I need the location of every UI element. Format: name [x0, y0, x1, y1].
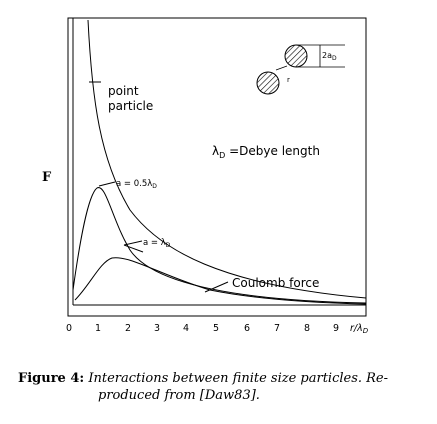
- x-unit-sub: D: [363, 327, 369, 335]
- curve-half-label-sub: D: [152, 183, 157, 190]
- svg-text:a = λD: a = λD: [143, 238, 171, 249]
- svg-text:2aD: 2aD: [322, 51, 337, 62]
- curve-half-debye: [72, 187, 367, 304]
- coulomb-force-label: Coulomb force: [232, 276, 319, 290]
- x-tick-3: 3: [154, 323, 160, 334]
- legend-text: =Debye length: [225, 144, 320, 158]
- svg-text:particle: particle: [108, 99, 153, 113]
- legend-lambda-sub: D: [219, 151, 225, 160]
- curve-one-label: a = λ: [143, 238, 166, 248]
- figure-caption: Figure 4: Interactions between finite si…: [18, 370, 428, 404]
- coulomb-pointer: [204, 281, 229, 293]
- svg-text:a = 0.5λD: a = 0.5λD: [116, 179, 157, 190]
- point-particle-label-2: particle: [108, 99, 153, 113]
- point-particle-curve: [87, 19, 367, 299]
- curve-one-label-sub: D: [166, 242, 171, 249]
- y-axis-label: F: [42, 170, 52, 185]
- inset-label-sub: D: [332, 55, 337, 62]
- svg-text:Coulomb force: Coulomb force: [232, 276, 319, 290]
- caption-number: Figure 4:: [18, 371, 85, 386]
- curve-one-debye: [74, 257, 367, 305]
- plot-frame: [67, 17, 367, 317]
- x-tick-2: 2: [125, 323, 131, 334]
- curve-half-label: a = 0.5λ: [116, 179, 152, 189]
- legend-lambda: λ: [212, 144, 219, 158]
- point-particle-label-1: point: [108, 84, 139, 98]
- x-tick-4: 4: [183, 323, 189, 334]
- x-tick-6: 6: [244, 323, 250, 334]
- inset-label: 2a: [322, 51, 332, 60]
- svg-text:r/λD: r/λD: [350, 323, 369, 335]
- x-tick-7: 7: [274, 323, 280, 334]
- half-debye-pointer: [98, 181, 116, 187]
- inset-particles: 2aD r: [256, 44, 345, 95]
- inset-small-label: r: [287, 76, 290, 84]
- x-tick-0: 0: [66, 323, 72, 334]
- x-unit-label: r/λ: [350, 323, 363, 334]
- inset-small-pointer: [275, 65, 288, 71]
- svg-text:λD =Debye length: λD =Debye length: [212, 144, 320, 160]
- figure-graph: F point particle λD =Debye length a = 0.…: [42, 17, 369, 335]
- one-debye-pointer-a: [123, 240, 143, 246]
- x-tick-labels: 0 1 2 3 4 5 6 7 8 9 r/λD: [66, 323, 369, 335]
- x-tick-9: 9: [333, 323, 339, 334]
- one-debye-pointer-b: [123, 244, 144, 253]
- caption-text-line1: Interactions between finite size particl…: [88, 371, 389, 386]
- inset-particle-bottom: [256, 71, 280, 95]
- inset-particle-top: [284, 44, 308, 68]
- x-tick-1: 1: [95, 323, 101, 334]
- caption-text-line2: produced from [Daw83].: [98, 388, 260, 403]
- svg-text:point: point: [108, 84, 139, 98]
- x-tick-5: 5: [213, 323, 219, 334]
- x-tick-8: 8: [304, 323, 310, 334]
